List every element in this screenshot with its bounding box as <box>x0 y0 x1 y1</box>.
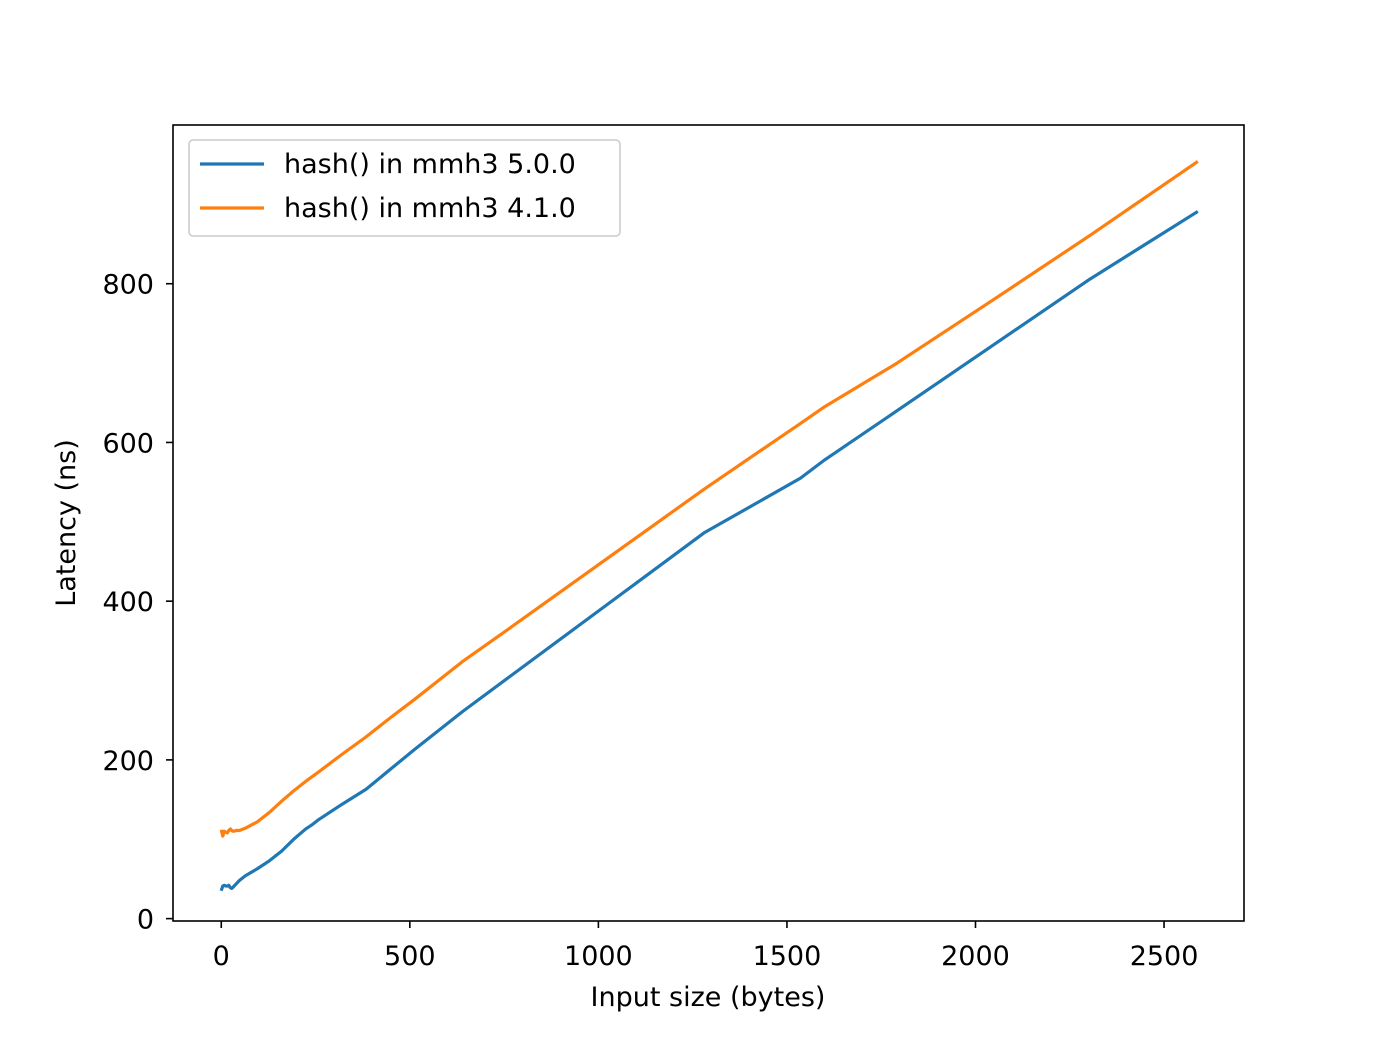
x-tick-label: 1500 <box>753 941 822 972</box>
x-tick-label: 500 <box>384 941 436 972</box>
series-line-2 <box>219 160 1199 838</box>
legend-label-2: hash() in mmh3 4.1.0 <box>284 193 576 224</box>
y-tick-label: 400 <box>102 587 154 618</box>
y-tick-label: 0 <box>137 905 154 936</box>
series-layer <box>219 160 1199 892</box>
legend-box <box>188 139 621 237</box>
series-line-1 <box>219 210 1199 892</box>
y-tick-label: 200 <box>102 746 154 777</box>
x-tick-label: 0 <box>213 941 230 972</box>
legend-label-1: hash() in mmh3 5.0.0 <box>284 149 576 180</box>
x-axis-ticks: 0 500 1000 1500 2000 2500 <box>213 921 1199 972</box>
x-tick-label: 2000 <box>941 941 1010 972</box>
legend: hash() in mmh3 5.0.0 hash() in mmh3 4.1.0 <box>188 139 621 237</box>
plot-area <box>173 125 1244 921</box>
y-axis-ticks: 0 200 400 600 800 <box>102 270 173 936</box>
x-tick-label: 1000 <box>564 941 633 972</box>
x-tick-label: 2500 <box>1130 941 1199 972</box>
axes-frame <box>172 124 1245 922</box>
x-axis-label: Input size (bytes) <box>591 982 826 1013</box>
y-axis-label: Latency (ns) <box>51 439 82 607</box>
y-tick-label: 800 <box>102 270 154 301</box>
y-tick-label: 600 <box>102 428 154 459</box>
